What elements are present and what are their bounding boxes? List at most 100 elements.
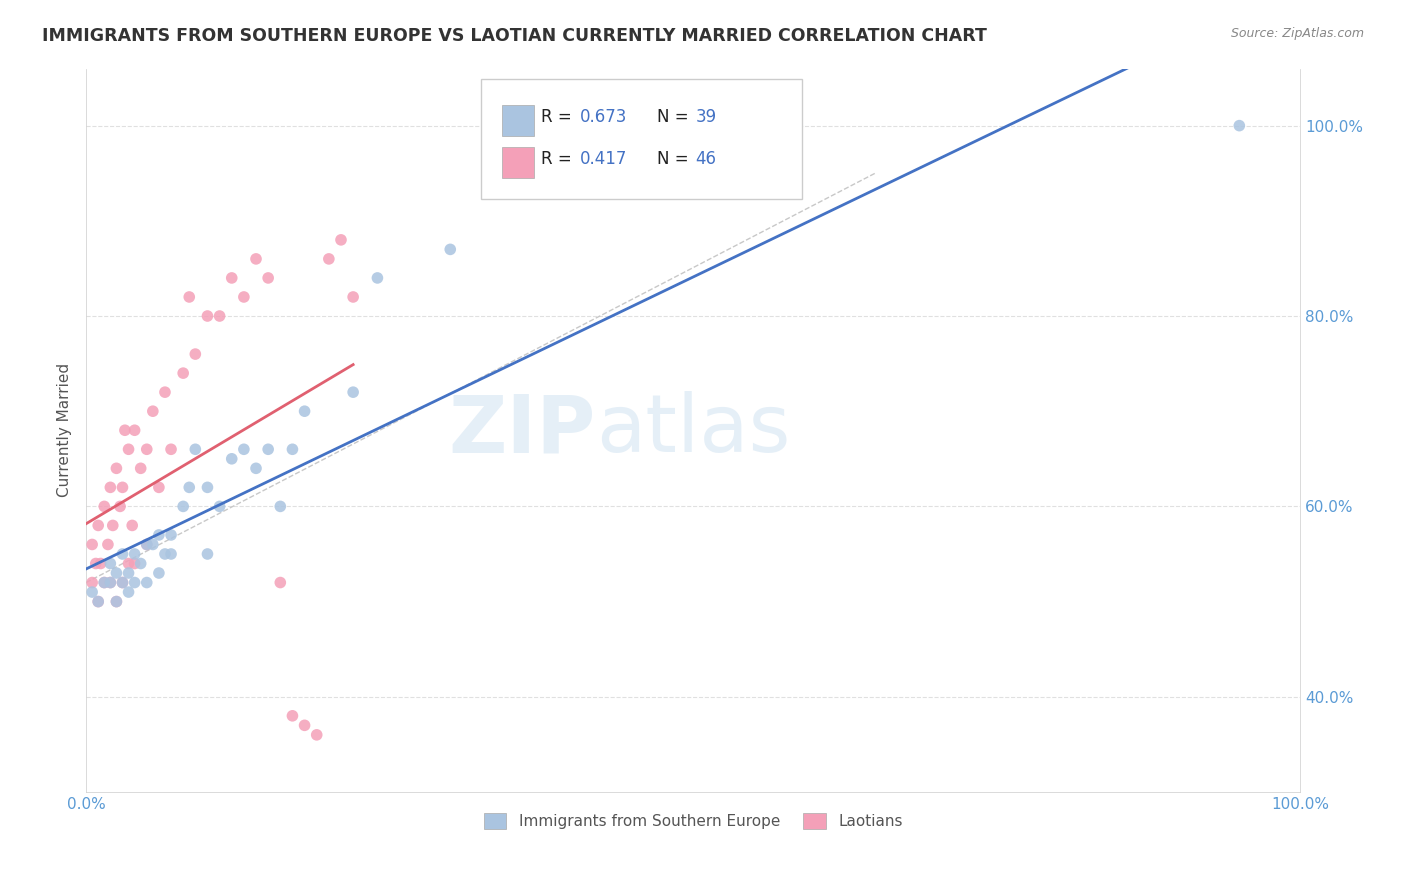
Text: ZIP: ZIP	[449, 392, 596, 469]
Point	[97, 537, 120, 551]
Point	[245, 252, 267, 266]
Point	[117, 585, 139, 599]
Point	[172, 366, 194, 380]
Text: atlas: atlas	[596, 392, 790, 469]
Point	[111, 480, 134, 494]
Point	[117, 566, 139, 580]
Point	[342, 290, 364, 304]
Point	[1227, 119, 1250, 133]
Point	[87, 518, 110, 533]
Point	[179, 290, 201, 304]
Point	[108, 500, 131, 514]
Point	[124, 423, 146, 437]
Point	[184, 442, 207, 457]
Point	[153, 547, 176, 561]
Point	[129, 461, 152, 475]
Point	[82, 585, 104, 599]
Point	[135, 537, 157, 551]
Text: IMMIGRANTS FROM SOUTHERN EUROPE VS LAOTIAN CURRENTLY MARRIED CORRELATION CHART: IMMIGRANTS FROM SOUTHERN EUROPE VS LAOTI…	[42, 27, 987, 45]
Point	[98, 480, 121, 494]
Point	[87, 594, 110, 608]
Point	[124, 557, 146, 571]
Point	[105, 566, 128, 580]
Text: N =: N =	[657, 150, 693, 168]
Point	[101, 518, 124, 533]
Point	[208, 500, 231, 514]
Point	[269, 575, 291, 590]
Y-axis label: Currently Married: Currently Married	[58, 363, 72, 498]
Point	[179, 480, 201, 494]
Point	[172, 500, 194, 514]
FancyBboxPatch shape	[502, 105, 534, 136]
Point	[245, 461, 267, 475]
Point	[153, 385, 176, 400]
Point	[142, 404, 165, 418]
Text: R =: R =	[541, 150, 578, 168]
Text: 0.417: 0.417	[581, 150, 627, 168]
Point	[197, 309, 219, 323]
Point	[366, 271, 388, 285]
Point	[160, 547, 183, 561]
Point	[221, 451, 243, 466]
Point	[124, 575, 146, 590]
Point	[148, 566, 170, 580]
Point	[184, 347, 207, 361]
Point	[221, 271, 243, 285]
Point	[232, 442, 254, 457]
Point	[269, 500, 291, 514]
FancyBboxPatch shape	[502, 147, 534, 178]
Point	[330, 233, 353, 247]
Point	[117, 557, 139, 571]
Point	[82, 575, 104, 590]
Point	[114, 423, 136, 437]
Point	[160, 442, 183, 457]
Point	[105, 594, 128, 608]
Text: 0.673: 0.673	[581, 108, 627, 126]
Point	[294, 718, 316, 732]
Point	[117, 442, 139, 457]
Text: Source: ZipAtlas.com: Source: ZipAtlas.com	[1230, 27, 1364, 40]
Point	[111, 575, 134, 590]
Point	[84, 557, 107, 571]
Point	[98, 575, 121, 590]
Point	[93, 500, 115, 514]
Point	[142, 537, 165, 551]
Point	[135, 442, 157, 457]
Point	[135, 537, 157, 551]
Point	[294, 404, 316, 418]
Point	[111, 575, 134, 590]
Point	[105, 594, 128, 608]
Text: R =: R =	[541, 108, 578, 126]
Point	[208, 309, 231, 323]
Point	[98, 575, 121, 590]
Point	[197, 480, 219, 494]
Text: N =: N =	[657, 108, 693, 126]
Point	[111, 547, 134, 561]
Point	[93, 575, 115, 590]
Text: 46: 46	[696, 150, 717, 168]
Point	[318, 252, 340, 266]
Point	[281, 442, 304, 457]
Point	[98, 557, 121, 571]
Point	[148, 480, 170, 494]
Point	[232, 290, 254, 304]
Point	[148, 528, 170, 542]
Legend: Immigrants from Southern Europe, Laotians: Immigrants from Southern Europe, Laotian…	[478, 806, 908, 835]
Point	[197, 547, 219, 561]
Point	[93, 575, 115, 590]
FancyBboxPatch shape	[481, 79, 803, 199]
Point	[160, 528, 183, 542]
Point	[342, 385, 364, 400]
Point	[257, 442, 280, 457]
Point	[135, 575, 157, 590]
Point	[90, 557, 112, 571]
Point	[305, 728, 328, 742]
Point	[105, 461, 128, 475]
Point	[257, 271, 280, 285]
Text: 39: 39	[696, 108, 717, 126]
Point	[129, 557, 152, 571]
Point	[87, 594, 110, 608]
Point	[439, 243, 461, 257]
Point	[121, 518, 143, 533]
Point	[82, 537, 104, 551]
